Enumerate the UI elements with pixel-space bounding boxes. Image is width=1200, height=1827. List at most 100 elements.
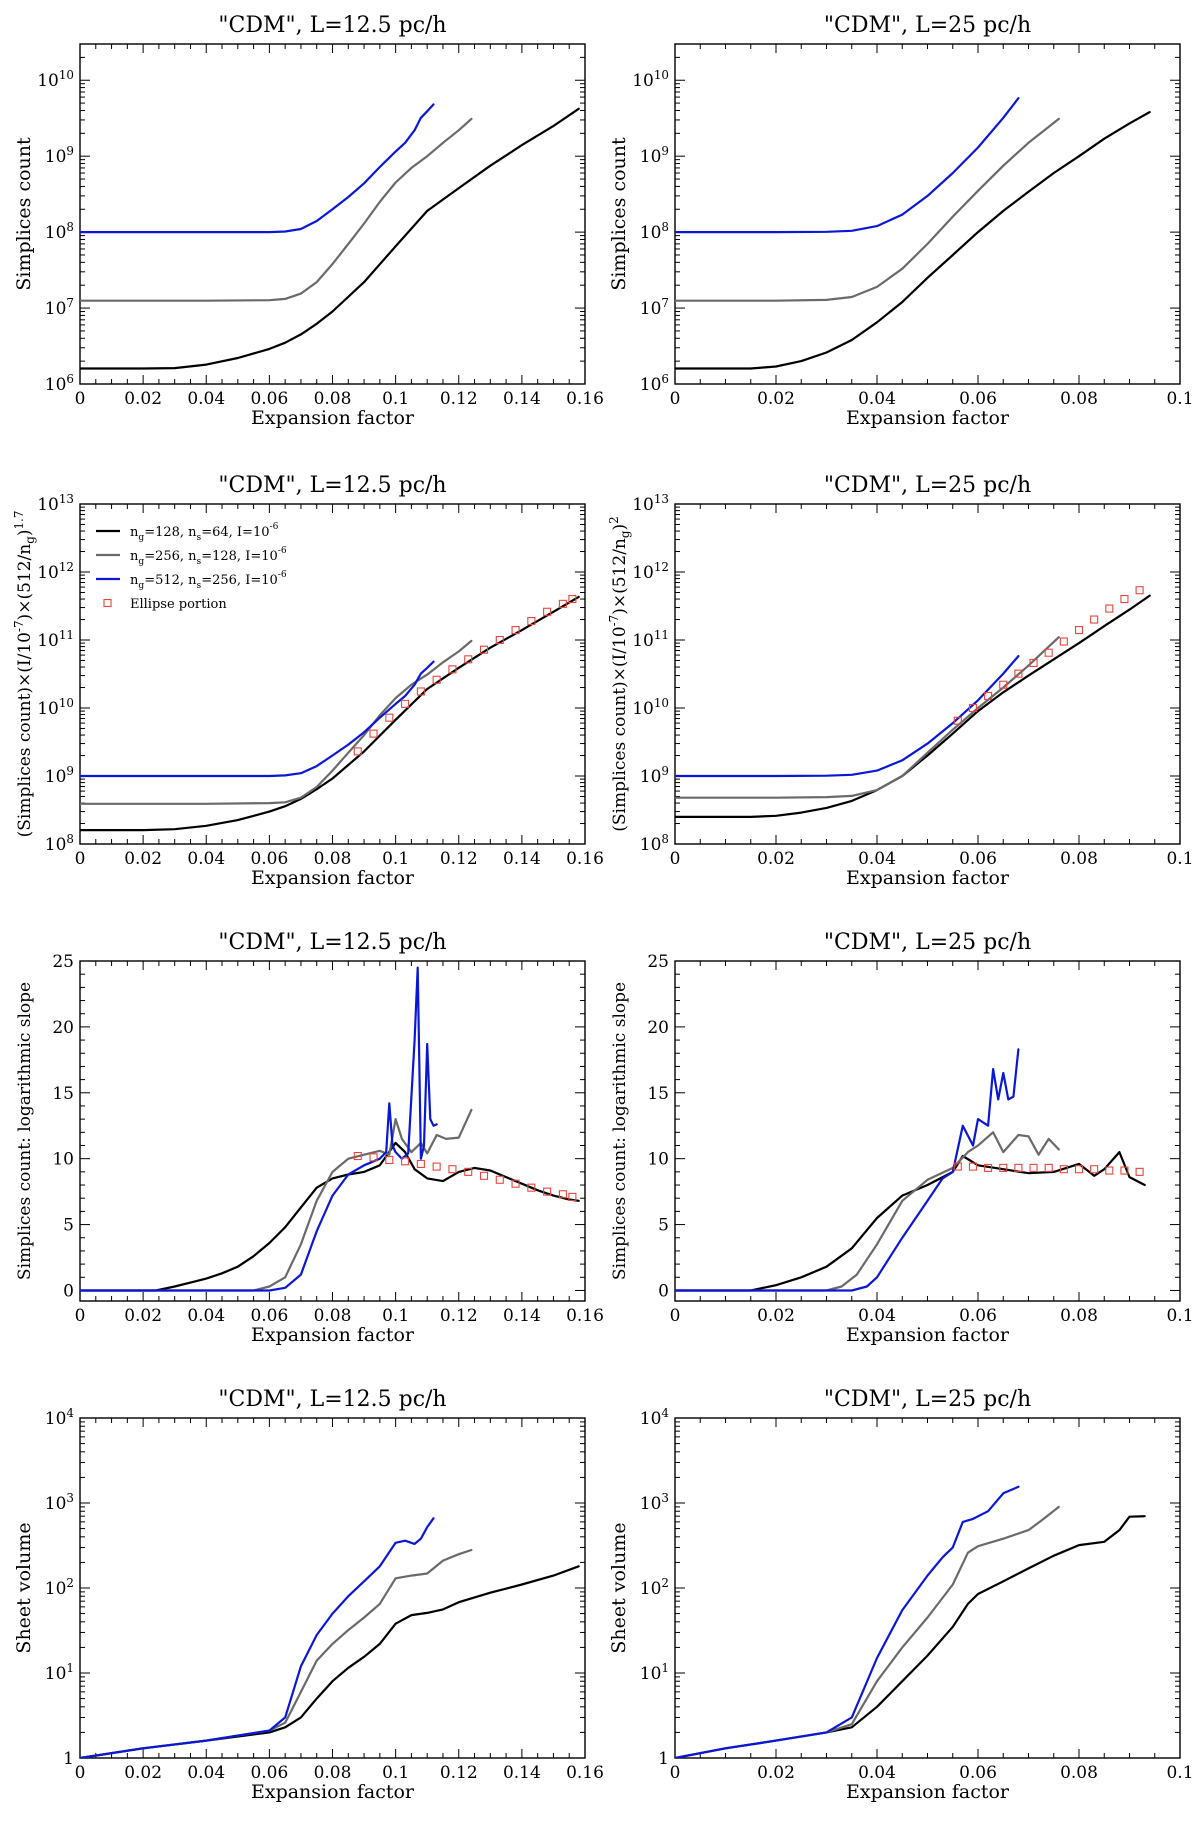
plot-area xyxy=(675,97,1151,370)
y-tick-label: 15 xyxy=(647,1084,669,1104)
ellipse-portion-marker xyxy=(1074,1165,1084,1174)
panel-title: "CDM", L=25 pc/h xyxy=(824,930,1031,955)
ellipse-portion-marker xyxy=(1120,595,1129,604)
series-line-n_g-512 xyxy=(675,1048,1020,1292)
ellipse-portion-marker xyxy=(385,713,394,722)
legend-label: Ellipse portion xyxy=(130,597,227,612)
series-line-n_g-256 xyxy=(675,1505,1060,1758)
x-tick-label: 0.16 xyxy=(566,849,604,869)
y-tick-label: 10 xyxy=(52,1150,74,1170)
y-axis-label: Sheet volume xyxy=(608,1522,630,1653)
y-tick-label: 102 xyxy=(45,1576,74,1599)
x-tick-label: 0.1 xyxy=(382,1306,409,1326)
x-axis-label: Expansion factor xyxy=(251,407,415,429)
x-tick-label: 0.08 xyxy=(1060,1763,1098,1783)
plot-area xyxy=(675,1485,1146,1758)
series-line-n_g-128 xyxy=(675,110,1151,370)
ellipse-portion-marker xyxy=(1105,604,1114,613)
panel-title: "CDM", L=12.5 pc/h xyxy=(218,473,446,498)
y-tick-label: 15 xyxy=(52,1084,74,1104)
y-tick-label: 1 xyxy=(63,1749,74,1769)
y-tick-label: 109 xyxy=(640,764,669,787)
y-tick-label: 1011 xyxy=(632,628,669,651)
x-axis-label: Expansion factor xyxy=(846,1324,1010,1346)
ellipse-portion-marker xyxy=(1120,1166,1129,1175)
x-tick-label: 0.04 xyxy=(187,1763,225,1783)
x-tick-label: 0.16 xyxy=(566,1306,604,1326)
y-axis-label: Simplices count xyxy=(608,137,630,291)
x-tick-label: 0.14 xyxy=(503,849,541,869)
plot-frame xyxy=(674,1417,1181,1759)
y-tick-label: 108 xyxy=(640,220,669,243)
plot-area xyxy=(80,103,580,370)
y-tick-label: 103 xyxy=(640,1491,669,1514)
y-tick-label: 1013 xyxy=(37,492,74,515)
x-axis-label: Expansion factor xyxy=(251,1324,415,1346)
ellipse-portion-marker xyxy=(369,729,378,738)
x-tick-label: 0.08 xyxy=(1060,849,1098,869)
ellipse-portion-marker xyxy=(448,665,457,674)
series-line-n_g-512 xyxy=(80,660,435,778)
panel-p1: "CDM", L=12.5 pc/h 0 0.02 0.04 0.06 0.08 0.1 0.… xyxy=(13,13,604,429)
y-tick-label: 0 xyxy=(63,1281,74,1301)
x-tick-label: 0 xyxy=(75,849,86,869)
x-tick-label: 0.04 xyxy=(187,389,225,409)
ellipse-portion-marker xyxy=(558,1190,567,1199)
x-tick-label: 0.06 xyxy=(959,1763,997,1783)
series-line-n_g-256 xyxy=(80,1108,473,1292)
y-tick-label: 1011 xyxy=(37,628,74,651)
legend-swatch xyxy=(103,598,112,608)
y-axis-label: Simplices count: logarithmic slope xyxy=(610,982,630,1280)
y-tick-label: 109 xyxy=(45,764,74,787)
x-tick-label: 0.04 xyxy=(858,389,896,409)
series-line-n_g-128 xyxy=(675,1150,1146,1292)
y-tick-label: 1010 xyxy=(632,696,669,719)
x-tick-label: 0.1 xyxy=(1166,849,1193,869)
y-tick-label: 20 xyxy=(647,1018,669,1038)
legend-label: ng=128, ns=64, I=10-6 xyxy=(130,522,279,543)
series-line-n_g-256 xyxy=(80,1548,473,1758)
ellipse-portion-marker xyxy=(1135,586,1144,595)
y-tick-label: 107 xyxy=(640,296,669,319)
ellipse-portion-marker xyxy=(543,1187,552,1196)
x-tick-label: 0 xyxy=(670,1763,681,1783)
series-line-n_g-256 xyxy=(675,636,1060,799)
y-tick-label: 10 xyxy=(647,1150,669,1170)
x-tick-label: 0.16 xyxy=(566,389,604,409)
y-axis-label: Simplices count xyxy=(13,137,35,291)
x-tick-label: 0.02 xyxy=(757,1306,795,1326)
ellipse-portion-marker xyxy=(495,635,504,645)
panel-p3: "CDM", L=12.5 pc/h 0 0.02 0.04 0.06 0.08 0.1 0.… xyxy=(12,473,604,889)
x-tick-label: 0.1 xyxy=(382,1763,409,1783)
y-tick-label: 20 xyxy=(52,1018,74,1038)
ellipse-portion-marker xyxy=(464,1167,473,1176)
series-line-n_g-128 xyxy=(80,595,580,832)
x-tick-label: 0 xyxy=(670,1306,681,1326)
ellipse-portion-marker xyxy=(1014,1163,1023,1172)
x-tick-label: 0.16 xyxy=(566,1763,604,1783)
plot-frame xyxy=(674,960,1181,1302)
x-tick-label: 0.06 xyxy=(959,389,997,409)
ellipse-portion-marker xyxy=(353,747,362,756)
ellipse-portion-marker xyxy=(1014,669,1023,678)
y-tick-label: 109 xyxy=(640,144,669,167)
x-tick-label: 0.14 xyxy=(503,1763,541,1783)
x-tick-label: 0.06 xyxy=(250,1763,288,1783)
ellipse-portion-marker xyxy=(1044,648,1053,657)
series-line-n_g-512 xyxy=(675,654,1020,778)
ellipse-portion-marker xyxy=(984,691,993,701)
ellipse-portion-marker xyxy=(416,687,425,696)
x-axis-label: Expansion factor xyxy=(846,1781,1010,1803)
x-tick-label: 0.1 xyxy=(1166,1763,1193,1783)
x-tick-label: 0.1 xyxy=(1166,389,1193,409)
x-tick-label: 0.12 xyxy=(440,1763,478,1783)
panel-title: "CDM", L=12.5 pc/h xyxy=(218,13,446,38)
ellipse-portion-marker xyxy=(1044,1163,1053,1172)
ellipse-portion-marker xyxy=(464,655,473,664)
y-tick-label: 101 xyxy=(45,1661,74,1684)
ellipse-portion-marker xyxy=(1029,1163,1038,1172)
x-tick-label: 0.14 xyxy=(503,389,541,409)
x-tick-label: 0.04 xyxy=(187,849,225,869)
panel-title: "CDM", L=12.5 pc/h xyxy=(218,1387,446,1412)
panel-p2: "CDM", L=25 pc/h 0 0.02 0.04 0.06 0.08 0.1 Expa… xyxy=(608,13,1194,429)
